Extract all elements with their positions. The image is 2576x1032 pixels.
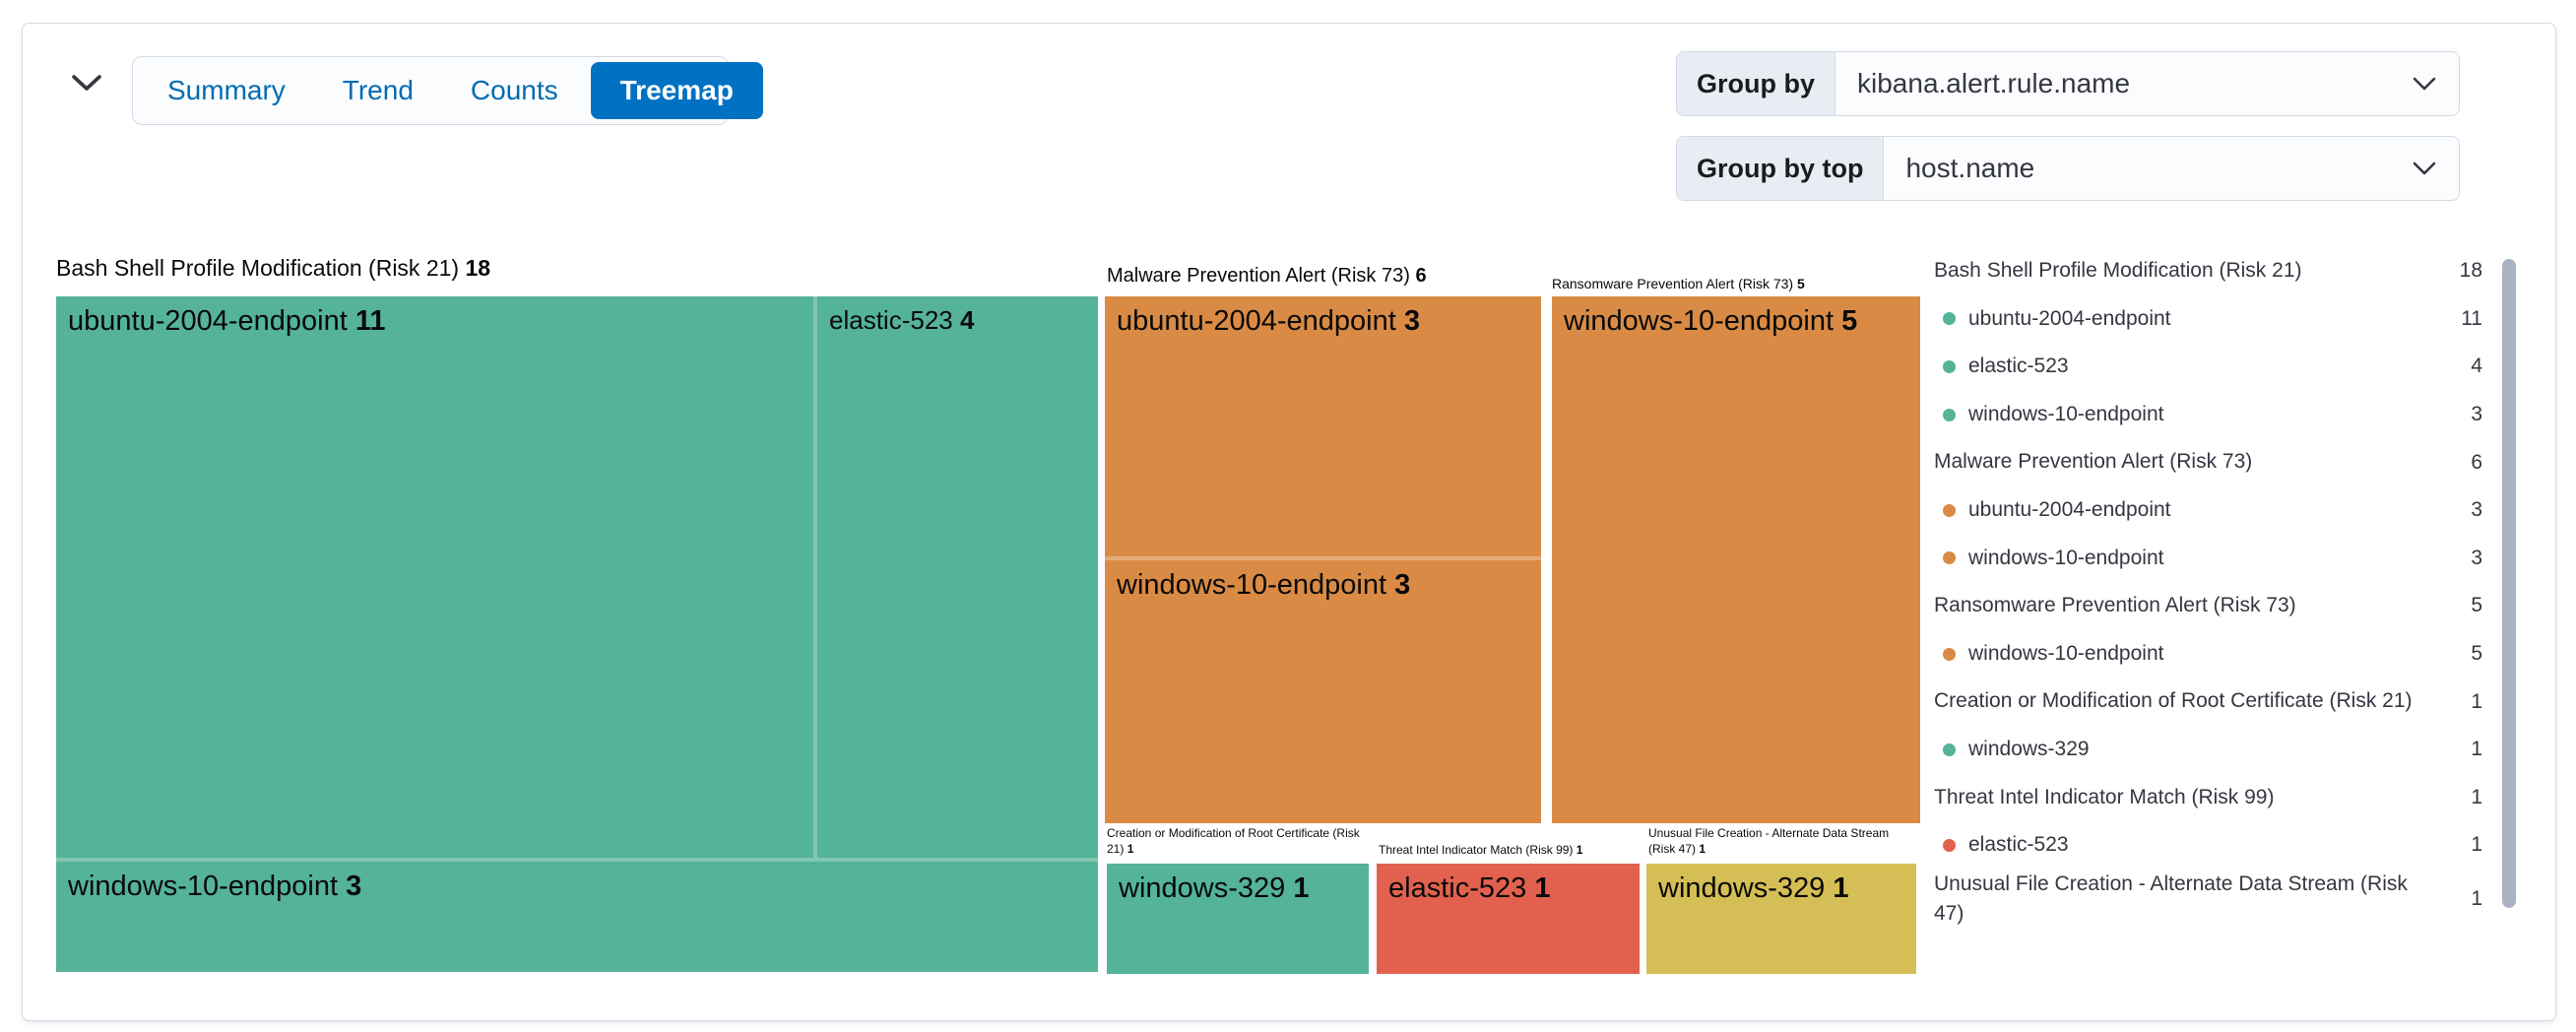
legend-dot-icon <box>1943 742 1956 756</box>
chart-view-button-group: Summary Trend Counts Treemap <box>132 56 763 125</box>
chart-legend: Bash Shell Profile Modification (Risk 21… <box>1934 247 2482 930</box>
legend-row-item[interactable]: ubuntu-2004-endpoint 3 <box>1934 486 2482 535</box>
legend-dot-icon <box>1943 408 1956 421</box>
group-by-top-label: Group by top <box>1677 137 1885 200</box>
treemap-group-header-threat-intel: Threat Intel Indicator Match (Risk 99) 1 <box>1379 843 1583 857</box>
legend-row-item[interactable]: ubuntu-2004-endpoint 11 <box>1934 295 2482 344</box>
treemap-cell-malware-windows10[interactable]: windows-10-endpoint 3 <box>1105 560 1541 823</box>
legend-row-group[interactable]: Threat Intel Indicator Match (Risk 99) 1 <box>1934 785 2482 808</box>
chevron-down-icon <box>71 73 102 93</box>
legend-dot-icon <box>1943 551 1956 565</box>
legend-row-item[interactable]: windows-10-endpoint 5 <box>1934 630 2482 678</box>
treemap-cell-bash-elastic[interactable]: elastic-523 4 <box>817 296 1098 858</box>
group-by-select[interactable]: Group by kibana.alert.rule.name <box>1676 51 2460 116</box>
treemap-group-header-malware: Malware Prevention Alert (Risk 73) 6 <box>1107 265 1427 287</box>
treemap-cell-unusualfile-windows329[interactable]: windows-329 1 <box>1646 864 1916 974</box>
tab-treemap[interactable]: Treemap <box>590 62 763 119</box>
treemap-cell-ransomware-windows10[interactable]: windows-10-endpoint 5 <box>1552 296 1920 823</box>
legend-scrollbar-thumb[interactable] <box>2502 259 2516 908</box>
legend-dot-icon <box>1943 647 1956 661</box>
chevron-down-icon <box>2412 137 2459 200</box>
group-by-label: Group by <box>1677 52 1835 115</box>
tab-counts[interactable]: Counts <box>442 57 587 124</box>
legend-row-item[interactable]: elastic-523 4 <box>1934 343 2482 391</box>
legend-row-item[interactable]: windows-10-endpoint 3 <box>1934 535 2482 583</box>
chevron-down-icon <box>2412 52 2459 115</box>
treemap-cell-bash-ubuntu[interactable]: ubuntu-2004-endpoint 11 <box>56 296 813 858</box>
legend-row-group[interactable]: Malware Prevention Alert (Risk 73) 6 <box>1934 450 2482 474</box>
legend-row-group[interactable]: Creation or Modification of Root Certifi… <box>1934 689 2482 713</box>
legend-row-item[interactable]: windows-10-endpoint 3 <box>1934 391 2482 439</box>
legend-dot-icon <box>1943 838 1956 852</box>
tab-summary[interactable]: Summary <box>139 57 314 124</box>
treemap-cell-malware-ubuntu[interactable]: ubuntu-2004-endpoint 3 <box>1105 296 1541 556</box>
legend-row-item[interactable]: windows-329 1 <box>1934 726 2482 774</box>
treemap-cell-bash-windows10[interactable]: windows-10-endpoint 3 <box>56 862 1098 972</box>
legend-row-group[interactable]: Bash Shell Profile Modification (Risk 21… <box>1934 259 2482 283</box>
legend-row-group[interactable]: Ransomware Prevention Alert (Risk 73) 5 <box>1934 594 2482 617</box>
legend-row-group[interactable]: Unusual File Creation - Alternate Data S… <box>1934 871 2482 926</box>
legend-dot-icon <box>1943 312 1956 326</box>
treemap-group-header-unusual-file: Unusual File Creation - Alternate Data S… <box>1648 826 1890 856</box>
legend-row-item[interactable]: elastic-523 1 <box>1934 821 2482 870</box>
treemap-group-header-bash: Bash Shell Profile Modification (Risk 21… <box>56 255 491 281</box>
treemap-group-header-root-certificate: Creation or Modification of Root Certifi… <box>1107 826 1360 856</box>
treemap-cell-rootcert-windows329[interactable]: windows-329 1 <box>1107 864 1369 974</box>
treemap-group-header-ransomware: Ransomware Prevention Alert (Risk 73) 5 <box>1552 276 1805 291</box>
treemap-cell-threatintel-elastic[interactable]: elastic-523 1 <box>1377 864 1640 974</box>
group-by-top-select[interactable]: Group by top host.name <box>1676 136 2460 201</box>
group-by-value: kibana.alert.rule.name <box>1857 68 2131 98</box>
legend-dot-icon <box>1943 359 1956 373</box>
collapse-panel-button[interactable] <box>65 67 108 98</box>
tab-trend[interactable]: Trend <box>314 57 442 124</box>
group-by-top-value: host.name <box>1905 153 2035 183</box>
legend-dot-icon <box>1943 503 1956 517</box>
